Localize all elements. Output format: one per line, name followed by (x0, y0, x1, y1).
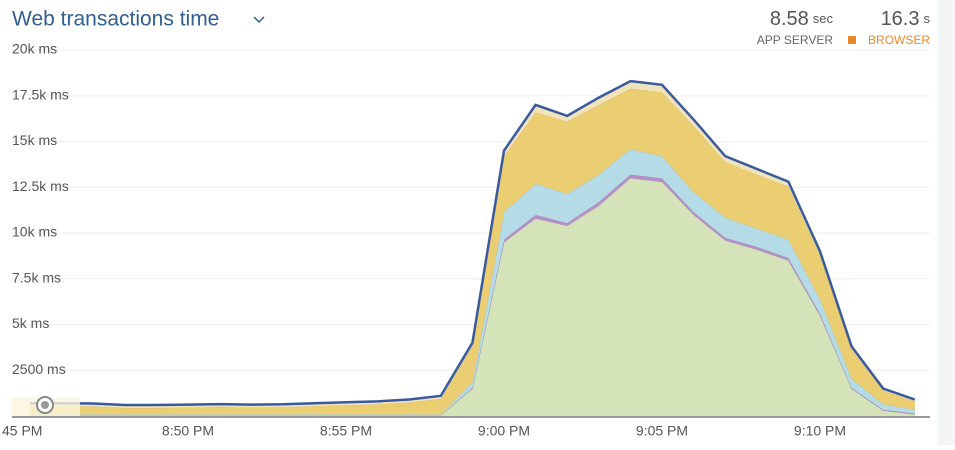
y-tick-label: 10k ms (12, 224, 57, 240)
x-tick-label: 9:05 PM (636, 423, 688, 439)
side-strip (938, 0, 955, 445)
window-handle-dot (41, 401, 49, 409)
legend-swatch (848, 36, 856, 44)
y-tick-label: 7.5k ms (12, 269, 61, 285)
summary-label: BROWSER (868, 33, 930, 47)
area-edge (30, 79, 916, 407)
x-tick-label: 8:50 PM (162, 423, 214, 439)
x-tick-label: 8:55 PM (320, 423, 372, 439)
summary-number: 8.58 (770, 8, 809, 30)
summary-value: 8.58 sec (770, 8, 834, 30)
x-tick-label: 9:10 PM (794, 423, 846, 439)
summary-unit: sec (813, 11, 834, 26)
y-tick-label: 5k ms (12, 315, 49, 331)
areas (29, 79, 916, 417)
summary-label: APP SERVER (757, 33, 834, 47)
summary-number: 16.3 (881, 8, 920, 30)
y-tick-label: 2500 ms (12, 361, 66, 377)
title-chevron[interactable] (253, 16, 265, 24)
chart-title[interactable]: Web transactions time (12, 8, 219, 31)
x-tick-label: 9:00 PM (478, 423, 530, 439)
y-tick-label: 15k ms (12, 132, 57, 148)
summary: 8.58 sec APP SERVER 16.3 s BROWSER (757, 8, 931, 47)
y-tick-label: 20k ms (12, 41, 57, 57)
y-tick-label: 12.5k ms (12, 178, 69, 194)
y-tick-label: 17.5k ms (12, 86, 69, 102)
summary-value: 16.3 s (881, 8, 931, 30)
summary-unit: s (924, 11, 931, 26)
grid: 2500 ms 5k ms 7.5k ms 10k ms 12.5k ms 15k ms 1… (12, 41, 930, 377)
x-axis: 45 PM 8:50 PM 8:55 PM 9:00 PM 9:05 PM 9:10 PM (2, 396, 930, 439)
x-tick-label: 45 PM (2, 423, 42, 439)
